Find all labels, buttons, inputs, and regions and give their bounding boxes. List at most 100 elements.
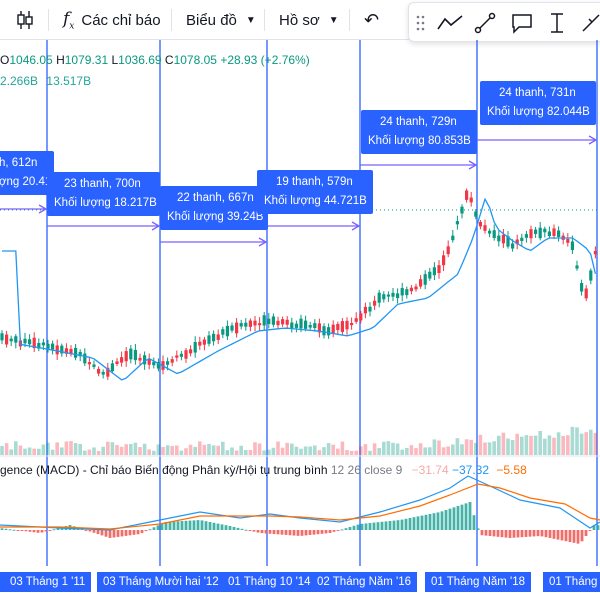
candle-body xyxy=(327,327,331,336)
volume-bar xyxy=(211,445,216,455)
macd-histogram-bar xyxy=(520,530,524,538)
volume-bar xyxy=(253,442,257,455)
volume-bar xyxy=(326,443,331,455)
volume-bar xyxy=(285,442,289,455)
path-icon[interactable] xyxy=(473,11,497,35)
candle-body xyxy=(179,353,183,357)
macd-histogram-bar xyxy=(60,527,64,530)
candle-body xyxy=(474,211,478,217)
volume-bar xyxy=(340,441,345,455)
volume-bar xyxy=(579,433,584,455)
candle-body xyxy=(14,336,18,343)
volume-bar xyxy=(129,443,133,455)
candle-body xyxy=(363,306,367,314)
undo-button[interactable]: ↶ xyxy=(364,0,379,40)
macd-histogram-bar xyxy=(468,502,472,530)
macd-histogram-bar xyxy=(488,530,492,536)
volume-bar xyxy=(497,435,501,455)
macd-histogram-bar xyxy=(392,520,396,530)
volume-bar xyxy=(345,450,349,455)
candle-body xyxy=(60,345,64,354)
range-callout[interactable]: 22 thanh, 667n Khối lượng 39.24B xyxy=(160,186,268,230)
trend-line-icon[interactable] xyxy=(435,11,465,35)
volume-bar xyxy=(322,447,326,455)
candle-body xyxy=(32,337,36,349)
volume-bar xyxy=(198,441,202,455)
macd-histogram-bar xyxy=(472,515,476,530)
macd-histogram-bar xyxy=(216,523,220,530)
macd-histogram-bar xyxy=(376,522,380,530)
volume-bar xyxy=(524,435,529,455)
macd-histogram-bar xyxy=(480,530,484,536)
candle-body xyxy=(400,288,404,296)
range-icon[interactable] xyxy=(545,11,569,35)
volume-bar xyxy=(179,450,184,455)
range-callout[interactable]: 24 thanh, 729n Khối lượng 80.853B xyxy=(361,110,477,154)
volume-bar xyxy=(391,442,395,455)
time-axis[interactable]: 03 Tháng 1 '11 03 Tháng Mười hai '12 01 … xyxy=(0,566,600,600)
volume-bar xyxy=(418,443,423,455)
candle-body xyxy=(198,341,202,346)
volume-bar xyxy=(349,450,354,455)
candle-body xyxy=(78,351,82,357)
volume-bar xyxy=(257,443,262,455)
candle-body xyxy=(409,287,413,292)
candle-body xyxy=(83,353,87,364)
volume-bar xyxy=(230,447,234,455)
candle-body xyxy=(221,329,225,335)
comment-icon[interactable] xyxy=(510,11,534,35)
candle-body xyxy=(313,323,317,329)
profile-button[interactable]: Hồ sơ ▼ xyxy=(279,0,339,40)
candle-body xyxy=(129,348,133,360)
candle-body xyxy=(202,339,206,345)
candle-body xyxy=(170,359,174,363)
volume-bar xyxy=(64,441,69,455)
range-callout[interactable]: 19 thanh, 579n Khối lượng 44.721B xyxy=(257,170,373,214)
macd-histogram-bar xyxy=(212,522,216,530)
fx-icon: fx xyxy=(63,8,75,32)
callout-volume: Khối lượng 82.044B xyxy=(487,106,590,118)
chart-type-button[interactable]: Biểu đồ ▼ xyxy=(186,0,256,40)
macd-histogram-bar xyxy=(264,530,268,534)
macd-histogram-bar xyxy=(452,507,456,530)
macd-histogram-bar xyxy=(412,517,416,530)
callout-volume: Khối lượng 80.853B xyxy=(368,135,471,147)
drag-handle-icon[interactable] xyxy=(415,11,427,35)
volume-bar xyxy=(152,450,156,455)
volume-bar xyxy=(487,442,492,455)
candle-body xyxy=(478,221,482,227)
candles-icon[interactable] xyxy=(14,0,36,40)
close-value: 1078.05 xyxy=(173,53,217,67)
measure-icon[interactable] xyxy=(579,11,600,35)
indicators-label: Các chỉ báo xyxy=(81,11,161,29)
time-axis-label: 01 Tháng 10 '14 xyxy=(222,572,317,592)
chevron-down-icon: ▼ xyxy=(328,14,339,26)
range-callout[interactable]: 23 thanh, 700n Khối lượng 18.217B xyxy=(47,172,160,216)
macd-histogram-bar xyxy=(380,521,384,530)
macd-histogram-bar xyxy=(596,525,600,530)
indicators-button[interactable]: fx Các chỉ báo xyxy=(63,0,161,40)
volume-bar xyxy=(156,444,161,455)
candle-body xyxy=(143,355,147,365)
candle-body xyxy=(74,347,78,358)
range-callout[interactable]: h, 612n ợng 20.41B xyxy=(0,151,59,195)
candle-body xyxy=(368,306,372,312)
macd-histogram-bar xyxy=(308,530,312,535)
range-callout[interactable]: 24 thanh, 731n Khối lượng 82.044B xyxy=(480,81,596,125)
volume-bar xyxy=(506,438,510,455)
high-value: 1079.31 xyxy=(64,53,109,67)
volume-bar xyxy=(377,448,381,455)
volume-bar xyxy=(308,446,312,455)
candle-body xyxy=(248,320,252,327)
volume-bar xyxy=(170,445,174,455)
candle-body xyxy=(55,345,59,355)
candle-body xyxy=(0,333,4,341)
volume-bar xyxy=(248,450,253,455)
volume-bar xyxy=(386,441,391,455)
volume-bar xyxy=(556,432,561,455)
volume-bar xyxy=(317,450,322,455)
candle-body xyxy=(120,357,124,363)
macd-histogram-bar xyxy=(108,530,112,538)
volume-bar xyxy=(441,447,446,455)
volume-bar xyxy=(294,446,299,455)
